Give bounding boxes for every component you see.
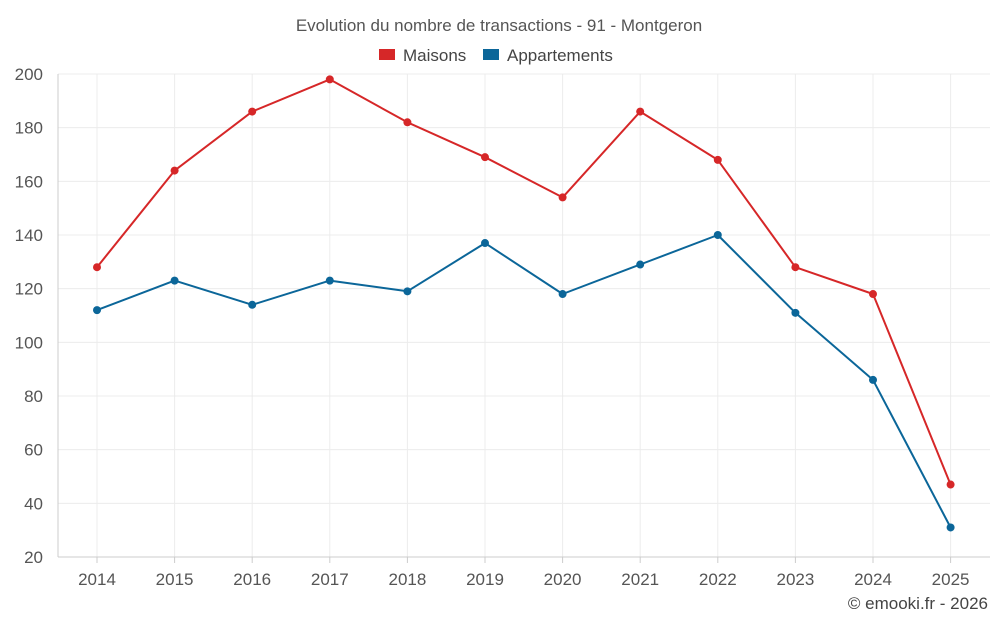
y-tick-label: 140: [15, 226, 43, 245]
legend: Maisons Appartements: [379, 46, 613, 65]
x-tick-label: 2021: [621, 570, 659, 589]
data-point-maisons: [713, 155, 722, 164]
data-point-maisons: [248, 107, 257, 116]
y-tick-label: 160: [15, 172, 43, 191]
x-tick-label: 2014: [78, 570, 116, 589]
x-tick-label: 2017: [311, 570, 349, 589]
axis-layer: 20 40 60 80 100 120 140 160 180 200 2014 2015 2016 20…: [15, 65, 990, 589]
data-point-maisons: [869, 290, 877, 299]
data-point-maisons: [93, 263, 101, 272]
legend-swatch-appartements: [483, 49, 499, 60]
credit-text: © emooki.fr - 2026: [848, 594, 988, 613]
data-point-appartements: [481, 239, 489, 248]
x-tick-label: 2023: [776, 570, 814, 589]
y-tick-label: 20: [24, 548, 43, 567]
data-point-appartements: [713, 231, 722, 239]
x-tick-label: 2016: [233, 570, 271, 589]
data-point-appartements: [636, 260, 645, 269]
data-point-maisons: [325, 75, 334, 84]
data-point-maisons: [946, 480, 955, 489]
y-tick-label: 120: [15, 280, 43, 299]
data-point-appartements: [869, 375, 877, 384]
series-line-appartements: [96, 234, 952, 528]
data-point-maisons: [558, 193, 567, 202]
series-layer: [93, 75, 955, 532]
data-point-appartements: [946, 523, 955, 532]
data-point-maisons: [403, 118, 412, 127]
y-tick-label: 180: [15, 119, 43, 138]
data-point-maisons: [636, 107, 645, 116]
grid-layer: [58, 73, 990, 557]
data-point-appartements: [170, 276, 179, 285]
data-point-appartements: [791, 308, 800, 317]
y-tick-label: 80: [24, 387, 43, 406]
data-point-appartements: [93, 306, 101, 315]
y-tick-label: 200: [15, 65, 43, 84]
data-point-maisons: [791, 263, 800, 272]
x-tick-label: 2020: [544, 570, 582, 589]
data-point-appartements: [558, 290, 567, 299]
y-tick-label: 60: [24, 441, 43, 460]
x-tick-label: 2024: [854, 570, 892, 589]
data-point-appartements: [403, 287, 412, 296]
x-tick-label: 2015: [156, 570, 194, 589]
data-point-appartements: [248, 300, 257, 309]
data-point-maisons: [481, 153, 489, 162]
x-tick-label: 2025: [932, 570, 970, 589]
x-tick-label: 2019: [466, 570, 504, 589]
legend-label-maisons: Maisons: [403, 46, 466, 65]
data-point-maisons: [170, 166, 179, 175]
legend-swatch-maisons: [379, 49, 395, 60]
chart-title: Evolution du nombre de transactions - 91…: [296, 16, 702, 35]
y-tick-label: 40: [24, 494, 43, 513]
series-line-maisons: [96, 78, 952, 485]
data-point-appartements: [325, 276, 334, 285]
x-tick-label: 2022: [699, 570, 737, 589]
x-tick-label: 2018: [388, 570, 426, 589]
y-tick-label: 100: [15, 333, 43, 352]
legend-label-appartements: Appartements: [507, 46, 613, 65]
